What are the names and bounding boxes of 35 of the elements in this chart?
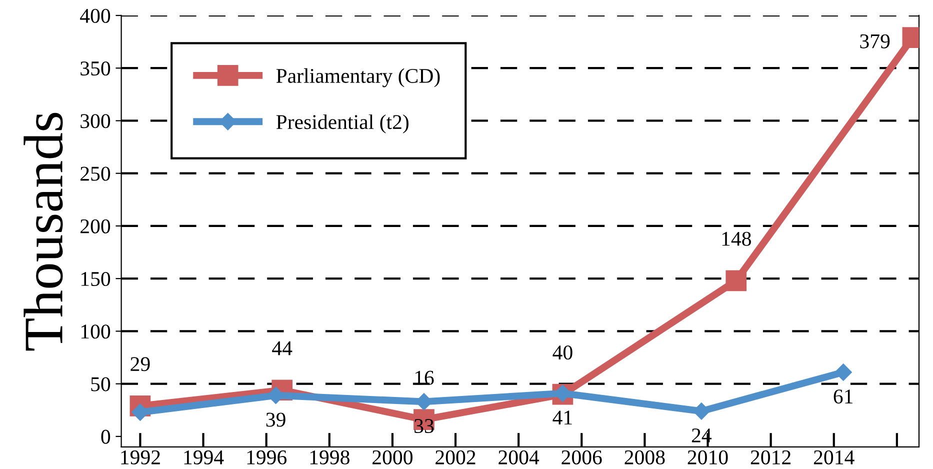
x-tick-label: 2008 xyxy=(624,450,665,464)
y-tick-label: 50 xyxy=(91,377,110,392)
data-label: 379 xyxy=(860,34,890,48)
x-tick-label: 2004 xyxy=(498,450,540,464)
x-tick-label: 1998 xyxy=(310,450,350,464)
x-tick-label: 1994 xyxy=(184,450,224,464)
y-tick-label: 400 xyxy=(80,8,110,23)
y-tick-label: 200 xyxy=(80,219,110,234)
y-tick-label: 350 xyxy=(80,61,110,76)
point xyxy=(726,270,747,292)
y-tick-label: 250 xyxy=(80,166,110,181)
y-tick-label: 0 xyxy=(101,430,110,444)
y-axis-title: Thousands xyxy=(24,112,63,351)
data-label: 44 xyxy=(272,341,292,356)
data-label: 39 xyxy=(266,412,286,427)
y-tick-label: 300 xyxy=(80,114,110,128)
legend-label: Parliamentary (CD) xyxy=(276,68,440,88)
x-tick-label: 1992 xyxy=(121,450,160,464)
x-tick-label: 1996 xyxy=(247,450,287,464)
x-tick-label: 2002 xyxy=(436,450,476,464)
data-label: 33 xyxy=(414,419,434,434)
data-label: 29 xyxy=(130,357,150,372)
y-tick-label: 150 xyxy=(81,272,110,286)
x-tick-label: 2010 xyxy=(688,450,728,464)
data-label: 61 xyxy=(834,390,852,404)
data-label: 41 xyxy=(552,410,572,424)
point xyxy=(834,364,852,381)
x-tick-label: 2012 xyxy=(750,450,790,464)
legend-label: Presidential (t2) xyxy=(276,114,408,134)
data-label: 40 xyxy=(552,345,572,360)
y-tick-label: 100 xyxy=(81,324,110,339)
x-tick-label: 2006 xyxy=(562,450,602,464)
data-label: 148 xyxy=(722,232,751,246)
x-tick-label: 2000 xyxy=(372,450,412,464)
x-tick-label: 2014 xyxy=(814,450,854,464)
